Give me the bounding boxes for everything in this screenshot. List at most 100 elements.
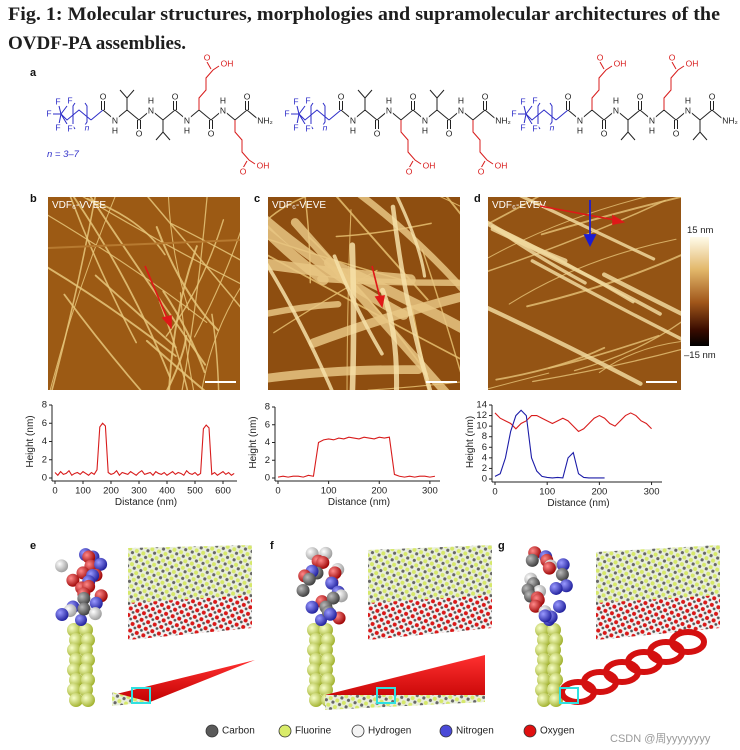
x-tick-label: 400 (159, 486, 175, 497)
legend-label: Fluorine (295, 726, 332, 737)
atom-sphere (77, 592, 91, 606)
atom-sphere (542, 561, 556, 575)
bond (58, 105, 62, 115)
afm-label: VDF₆-VEVE (272, 200, 326, 211)
bond (537, 102, 541, 130)
bond (90, 109, 104, 121)
fiber (346, 209, 352, 390)
atom-label: H (184, 125, 190, 135)
fiber (48, 266, 177, 358)
lattice (368, 595, 492, 640)
panel-label: d (474, 193, 481, 205)
bond (408, 160, 414, 169)
y-tick-label: 6 (265, 419, 270, 430)
watermark: CSDN @周yyyyyyyy (610, 732, 711, 745)
atom-label: N (458, 105, 464, 115)
bond (206, 61, 212, 70)
x-tick-label: 300 (422, 486, 438, 497)
atom-sphere (553, 599, 567, 613)
x-tick-label: 100 (321, 486, 337, 497)
fiber (410, 305, 431, 390)
atom-sphere (315, 614, 327, 626)
panel-label: c (254, 193, 260, 205)
atom-sphere (555, 567, 569, 581)
afm-image (48, 197, 240, 390)
y-tick-label: 6 (42, 418, 47, 429)
bond (84, 102, 88, 126)
atom-label: F (511, 108, 516, 118)
atom-label: O (374, 128, 381, 138)
atom-label: H (685, 95, 691, 105)
fiber (86, 197, 166, 256)
atom-label: N (148, 105, 154, 115)
atom-sphere (77, 602, 91, 616)
bond (523, 113, 527, 125)
bond (525, 105, 533, 115)
legend-label: Carbon (222, 726, 255, 737)
bond (357, 89, 373, 99)
atom-label: N (184, 115, 190, 125)
atom-sphere (55, 559, 69, 573)
y-tick-label: 10 (476, 421, 487, 432)
panel-label: g (498, 540, 505, 552)
atom-label: F (532, 123, 537, 133)
atom-label: H (458, 95, 464, 105)
fiber (439, 197, 460, 207)
fiber (268, 365, 423, 383)
data-line (277, 436, 436, 478)
atom-label: OH (257, 160, 270, 170)
atom-label: NH₂ (495, 115, 511, 125)
fiber (268, 262, 334, 390)
x-tick-label: 300 (131, 486, 147, 497)
fiber (145, 339, 206, 390)
fiber (170, 222, 240, 261)
fiber (390, 204, 433, 390)
fiber (488, 197, 540, 225)
bond (472, 120, 494, 165)
legend-swatch (278, 724, 292, 738)
fiber (155, 226, 219, 332)
lattice (128, 595, 252, 640)
fiber (63, 293, 142, 390)
bond (663, 65, 685, 110)
fiber (357, 197, 460, 292)
atom-label: N (577, 115, 583, 125)
atom-label: O (240, 166, 247, 176)
atom-label: O (406, 166, 413, 176)
legend: Carbon Fluorine Hydrogen Nitrogen Oxygen (205, 724, 574, 738)
atom-label: OH (614, 58, 627, 68)
fiber (601, 272, 681, 316)
fiber (268, 197, 307, 221)
atom-sphere (94, 557, 108, 571)
atom-label: n (550, 122, 555, 132)
fiber (94, 274, 177, 349)
data-line (54, 422, 235, 477)
atom-label: H (649, 125, 655, 135)
highlight-box (559, 687, 579, 704)
bond (298, 105, 306, 115)
y-tick-label: 12 (476, 410, 487, 421)
atom-sphere (66, 573, 80, 587)
atom-label: O (100, 91, 107, 101)
fiber (526, 254, 681, 308)
atom-label: N (422, 115, 428, 125)
atom-label: F (284, 108, 289, 118)
atom-sphere (305, 600, 319, 614)
bond (310, 102, 314, 130)
atom-sphere (559, 579, 573, 593)
atom-label: O (565, 91, 572, 101)
bond (298, 113, 306, 125)
fiber (532, 348, 681, 383)
legend-label: Nitrogen (456, 726, 494, 737)
fiber (488, 372, 550, 390)
fiber (48, 239, 240, 249)
atom-label: O (172, 91, 179, 101)
rendering (55, 545, 255, 707)
atom-label: F (520, 96, 525, 106)
afm-label: VDF₆-EVEV (492, 200, 546, 211)
fiber (290, 218, 450, 390)
atom-label: n (323, 122, 328, 132)
atom-label: F (67, 95, 72, 105)
n-range: n = 3–7 (47, 149, 80, 160)
